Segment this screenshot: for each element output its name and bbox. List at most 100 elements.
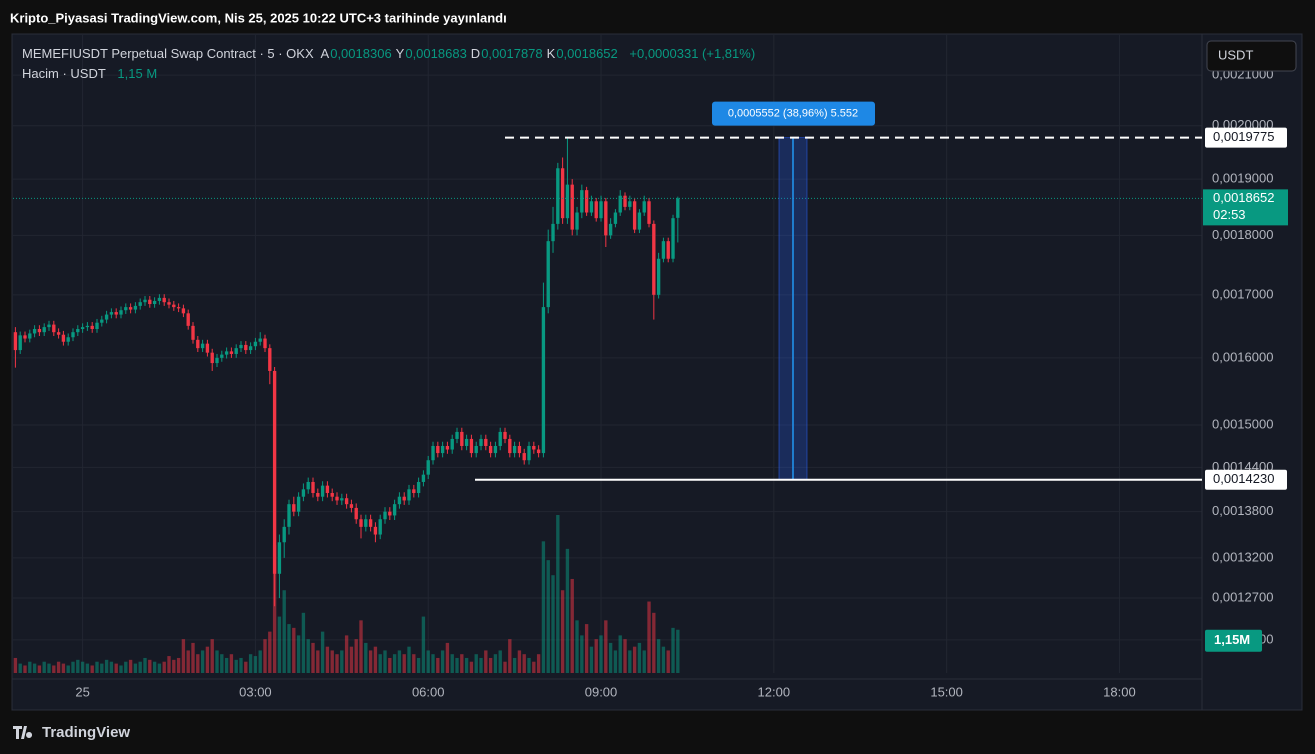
- candle-body: [488, 445, 493, 454]
- volume-bar: [172, 659, 176, 673]
- candle-body: [258, 338, 262, 342]
- ohlc-key: D: [470, 46, 481, 61]
- candle-body: [469, 438, 474, 454]
- y-tick-label: 0,0013800: [1212, 503, 1273, 518]
- candle-body: [340, 498, 344, 501]
- volume-bar: [80, 661, 85, 673]
- footer-brand: TradingView: [42, 724, 130, 741]
- candle-body: [109, 312, 114, 315]
- x-tick-label: 06:00: [412, 684, 445, 699]
- candle-body: [676, 198, 680, 218]
- candle-body: [66, 337, 70, 342]
- candle-body: [181, 308, 186, 314]
- candle-body: [344, 498, 349, 505]
- volume-bar: [52, 665, 56, 673]
- volume-bar: [412, 654, 416, 673]
- volume-bar: [186, 650, 190, 673]
- candle-body: [388, 511, 392, 516]
- volume-bar: [604, 620, 608, 673]
- candle-body: [162, 297, 166, 303]
- legend-row: MEMEFIUSDT Perpetual Swap Contract · 5 ·…: [22, 44, 759, 64]
- volume-bar: [546, 560, 550, 673]
- volume-bar: [282, 590, 286, 673]
- candle-body: [244, 344, 248, 351]
- volume-bar: [541, 541, 546, 673]
- volume-bar: [392, 654, 397, 673]
- header-title: Kripto_Piyasasi TradingView.com, Nis 25,…: [10, 10, 507, 25]
- volume-bar: [176, 657, 181, 673]
- volume-bar: [599, 635, 603, 673]
- candle-body: [176, 307, 181, 309]
- candle-body: [580, 190, 584, 213]
- candle-body: [546, 241, 550, 308]
- volume-bar: [301, 612, 306, 673]
- last-price-label: 0,0018652: [1213, 190, 1274, 205]
- x-tick-label: 03:00: [239, 684, 272, 699]
- candle-body: [575, 212, 579, 230]
- volume-bar: [18, 663, 22, 673]
- volume-bar: [143, 657, 147, 673]
- level-label: 0,0019775: [1213, 129, 1274, 144]
- volume-bar: [623, 639, 627, 673]
- volume-bar: [656, 639, 661, 673]
- ohlc-value: 0,0017878: [481, 46, 543, 61]
- volume-bar: [359, 620, 363, 673]
- currency-button[interactable]: [1206, 40, 1297, 72]
- volume-bar: [292, 627, 296, 673]
- volume-bar: [244, 661, 248, 673]
- volume-bar: [508, 639, 512, 673]
- volume-bar: [440, 650, 445, 673]
- volume-bar: [100, 663, 104, 673]
- volume-bar: [205, 646, 210, 673]
- volume-bar: [311, 642, 315, 673]
- volume-title: Hacim · USDT: [22, 66, 106, 81]
- candle-body: [47, 324, 51, 328]
- volume-bar: [570, 578, 574, 673]
- volume-bar: [388, 657, 392, 673]
- x-tick-label: 25: [75, 684, 89, 699]
- volume-bar: [637, 642, 642, 673]
- candle-body: [474, 445, 478, 454]
- volume-bar: [138, 661, 142, 673]
- volume-bar: [671, 627, 675, 673]
- candle-body: [599, 201, 603, 219]
- candle-body: [416, 481, 421, 494]
- symbol: MEMEFIUSDT Perpetual Swap Contract · 5 ·…: [22, 46, 314, 61]
- volume-bar: [119, 665, 123, 673]
- candle-body: [316, 493, 320, 497]
- candle-body: [301, 489, 306, 497]
- candle-body: [407, 489, 411, 501]
- candle-body: [330, 493, 334, 497]
- candle-body: [421, 474, 426, 482]
- ohlc-legend: A0,0018306 Y0,0018683 D0,0017878 K0,0018652: [321, 46, 622, 61]
- volume-bar: [666, 650, 670, 673]
- candle-body: [148, 299, 152, 305]
- volume-bar: [23, 665, 27, 673]
- candle-body: [234, 348, 238, 354]
- candle-body: [652, 223, 656, 295]
- volume-bar: [344, 635, 349, 673]
- candle-body: [436, 445, 440, 454]
- candle-body: [656, 258, 661, 295]
- candle-body: [32, 329, 37, 334]
- volume-bar: [76, 659, 80, 673]
- volume-bar: [287, 624, 291, 673]
- volume-bar: [368, 650, 373, 673]
- volume-bar: [32, 663, 37, 673]
- volume-bar: [517, 650, 522, 673]
- candle-body: [378, 519, 382, 535]
- candle-body: [52, 324, 56, 333]
- y-tick-label: 0,0013200: [1212, 549, 1273, 564]
- candle-body: [527, 445, 531, 461]
- volume-bar: [479, 657, 483, 673]
- volume-bar: [109, 661, 114, 673]
- candle-body: [450, 438, 454, 450]
- candle-body: [445, 445, 450, 450]
- candle-body: [359, 519, 363, 527]
- ohlc-key: Y: [395, 46, 405, 61]
- candle-body: [28, 333, 32, 339]
- candle-body: [383, 511, 387, 520]
- candle-body: [263, 338, 267, 349]
- candle-body: [671, 218, 675, 259]
- candle-body: [186, 313, 190, 326]
